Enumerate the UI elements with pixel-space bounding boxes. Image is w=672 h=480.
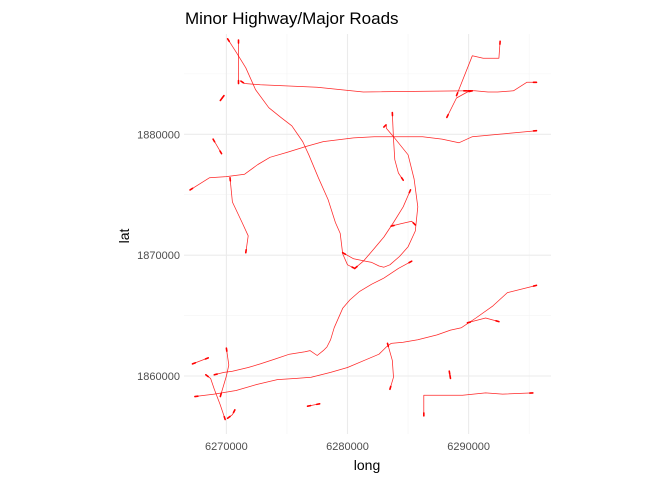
x-tick-label: 6280000 xyxy=(326,441,369,453)
road-segment-17 xyxy=(387,343,394,390)
road-end-mark xyxy=(495,320,500,323)
road-end-mark xyxy=(223,415,226,421)
road-end-mark xyxy=(408,260,413,264)
road-end-mark xyxy=(390,224,395,227)
x-tick-label: 6270000 xyxy=(205,441,248,453)
x-tick-label: 6290000 xyxy=(447,441,490,453)
road-segment-13 xyxy=(219,347,230,397)
road-segment-18 xyxy=(423,392,534,417)
road-segment-9 xyxy=(391,112,404,181)
road-end-mark xyxy=(240,80,245,84)
y-axis-title: lat xyxy=(116,229,132,244)
road-end-mark xyxy=(466,321,472,324)
road-segment-7 xyxy=(227,38,356,269)
road-segment-1 xyxy=(240,80,472,93)
road-end-mark xyxy=(204,357,210,360)
road-segment-15 xyxy=(194,285,537,397)
y-axis-ticks: 1860000 1870000 1880000 xyxy=(137,129,180,383)
road-segment-16 xyxy=(467,317,500,324)
road-end-mark xyxy=(226,38,231,43)
road-end-mark xyxy=(221,94,225,99)
road-end-mark xyxy=(341,251,347,255)
road-end-mark xyxy=(455,92,459,97)
road-end-mark xyxy=(468,89,474,93)
road-end-mark xyxy=(226,415,231,420)
road-end-mark xyxy=(306,404,312,408)
road-segment-6 xyxy=(189,130,537,191)
panel-grid xyxy=(184,34,551,434)
y-tick-label: 1880000 xyxy=(137,129,180,141)
x-axis-title: long xyxy=(354,457,380,473)
road-end-mark xyxy=(219,150,223,155)
road-segment-3 xyxy=(463,81,537,93)
y-tick-label: 1860000 xyxy=(137,371,180,383)
road-lines xyxy=(189,38,538,421)
road-end-mark xyxy=(205,373,210,378)
road-end-mark xyxy=(532,284,538,287)
road-end-mark xyxy=(383,124,387,128)
road-segment-14 xyxy=(213,260,413,376)
road-end-mark xyxy=(315,402,321,406)
road-segment-12 xyxy=(229,177,249,254)
road-segment-4 xyxy=(456,40,501,96)
road-end-mark xyxy=(232,409,236,414)
road-end-mark xyxy=(353,265,358,270)
road-end-mark xyxy=(189,187,194,191)
chart-title: Minor Highway/Major Roads xyxy=(185,9,399,28)
y-tick-label: 1870000 xyxy=(137,250,180,262)
road-segment-8 xyxy=(354,189,411,269)
road-end-mark xyxy=(400,176,405,182)
road-end-mark xyxy=(408,189,412,194)
road-segment-21 xyxy=(205,374,226,420)
road-end-mark xyxy=(412,222,417,226)
road-end-mark xyxy=(213,373,218,376)
road-end-mark xyxy=(446,113,449,119)
road-segment-10 xyxy=(342,124,419,268)
road-end-mark xyxy=(389,385,392,391)
x-axis-ticks: 6270000 6280000 6290000 xyxy=(205,441,490,453)
road-end-mark xyxy=(386,342,390,348)
road-end-mark xyxy=(219,392,222,398)
road-end-mark xyxy=(212,138,216,143)
road-end-mark xyxy=(191,362,197,365)
